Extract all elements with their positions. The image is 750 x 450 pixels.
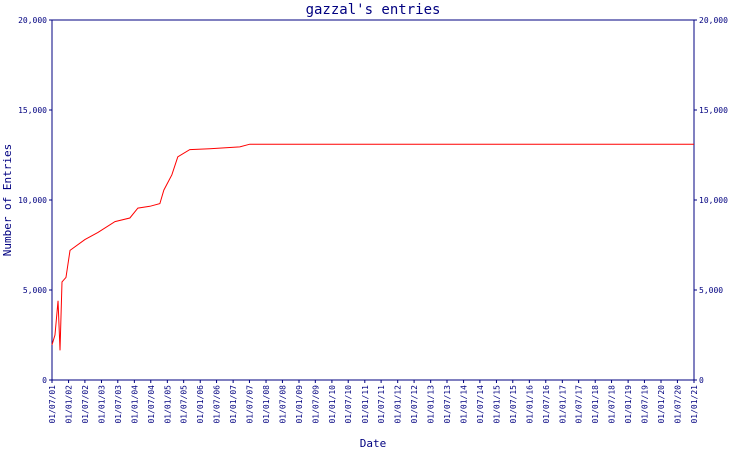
x-tick-label: 01/07/01 (48, 385, 57, 424)
x-tick-label: 01/07/03 (114, 385, 123, 424)
x-tick-label: 01/07/20 (673, 385, 682, 424)
y-tick-label: 15,000 (18, 106, 47, 115)
x-tick-label: 01/01/09 (295, 385, 304, 424)
x-tick-label: 01/07/07 (245, 385, 254, 424)
x-tick-label: 01/07/09 (311, 385, 320, 424)
y-tick-label: 20,000 (18, 16, 47, 25)
x-tick-label: 01/01/04 (130, 385, 139, 424)
plot-frame (51, 19, 695, 381)
y2-tick-label: 15,000 (699, 106, 728, 115)
x-tick-label: 01/01/06 (196, 385, 205, 424)
y-tick-label: 10,000 (18, 196, 47, 205)
y2-tick-label: 20,000 (699, 16, 728, 25)
x-tick-label: 01/01/14 (460, 385, 469, 424)
y2-tick-label: 5,000 (699, 286, 723, 295)
x-tick-label: 01/07/17 (575, 385, 584, 424)
x-axis-label: Date (360, 437, 387, 450)
x-tick-label: 01/07/11 (377, 385, 386, 424)
x-tick-label: 01/01/12 (394, 385, 403, 424)
x-tick-label: 01/01/08 (262, 385, 271, 424)
x-tick-label: 01/07/05 (180, 385, 189, 424)
x-tick-label: 01/07/12 (410, 385, 419, 424)
y-tick-label: 0 (42, 376, 47, 385)
y-tick-label: 5,000 (23, 286, 47, 295)
x-tick-label: 01/01/02 (65, 385, 74, 424)
x-tick-label: 01/07/15 (509, 385, 518, 424)
x-tick-label: 01/01/03 (97, 385, 106, 424)
x-tick-label: 01/07/10 (344, 385, 353, 424)
data-line (51, 143, 694, 351)
x-tick-label: 01/01/21 (690, 385, 699, 424)
y2-tick-label: 0 (699, 376, 704, 385)
x-tick-label: 01/01/15 (492, 385, 501, 424)
x-tick-label: 01/01/17 (558, 385, 567, 424)
x-tick-label: 01/01/13 (427, 385, 436, 424)
x-tick-label: 01/07/02 (81, 385, 90, 424)
x-tick-label: 01/07/08 (278, 385, 287, 424)
x-tick-label: 01/07/04 (147, 385, 156, 424)
x-tick-label: 01/07/06 (213, 385, 222, 424)
y2-tick-label: 10,000 (699, 196, 728, 205)
chart-title: gazzal's entries (306, 2, 441, 18)
x-tick-label: 01/01/19 (624, 385, 633, 424)
x-tick-label: 01/01/07 (229, 385, 238, 424)
x-tick-label: 01/01/05 (163, 385, 172, 424)
x-tick-label: 01/07/18 (608, 385, 617, 424)
x-tick-label: 01/07/16 (542, 385, 551, 424)
x-tick-label: 01/01/10 (328, 385, 337, 424)
y-axis-label: Number of Entries (1, 144, 14, 257)
x-tick-label: 01/01/16 (525, 385, 534, 424)
x-tick-label: 01/01/18 (591, 385, 600, 424)
x-tick-label: 01/07/14 (476, 385, 485, 424)
x-tick-label: 01/01/20 (657, 385, 666, 424)
x-tick-label: 01/07/13 (443, 385, 452, 424)
x-tick-label: 01/01/11 (361, 385, 370, 424)
x-tick-label: 01/07/19 (640, 385, 649, 424)
